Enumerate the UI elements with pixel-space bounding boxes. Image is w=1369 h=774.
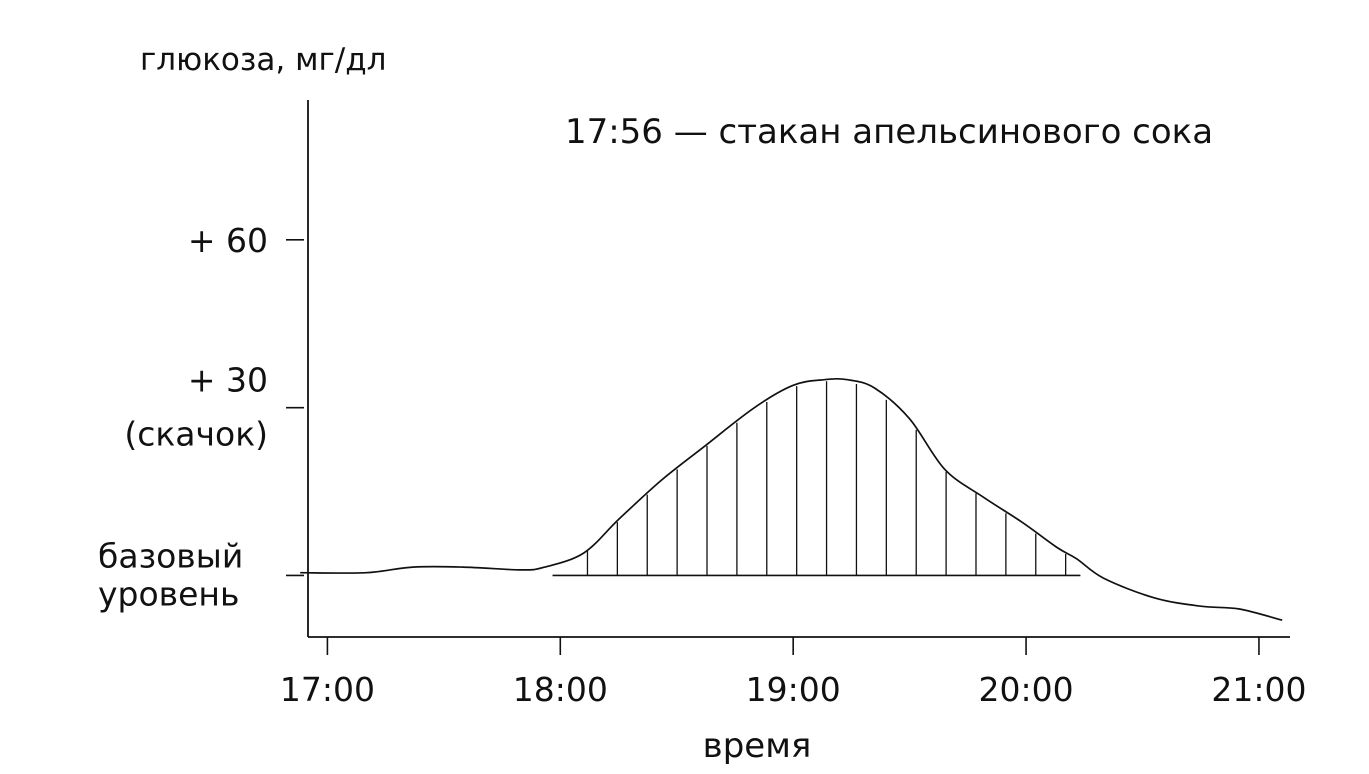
x-axis-label: время <box>703 726 812 766</box>
y-tick-label: + 30 <box>188 361 268 400</box>
x-tick-label: 17:00 <box>280 670 375 709</box>
spike-hatching <box>586 381 1067 576</box>
y-tick-label: базовый <box>98 536 243 575</box>
x-ticks: 17:00 18:00 19:00 20:00 21:00 <box>280 637 1307 709</box>
x-tick-label: 21:00 <box>1211 670 1306 709</box>
y-axis-label: глюкоза, мг/дл <box>140 42 386 78</box>
glucose-curve <box>300 377 1283 622</box>
x-tick-label: 20:00 <box>979 670 1074 709</box>
y-tick-sublabel: уровень <box>98 574 239 613</box>
y-tick-label: + 60 <box>188 221 268 260</box>
x-tick-label: 18:00 <box>513 670 608 709</box>
juice-annotation: 17:56 — стакан апельсинового сока <box>565 112 1213 152</box>
y-tick-sublabel: (скачок) <box>124 415 268 454</box>
x-tick-label: 19:00 <box>746 670 841 709</box>
